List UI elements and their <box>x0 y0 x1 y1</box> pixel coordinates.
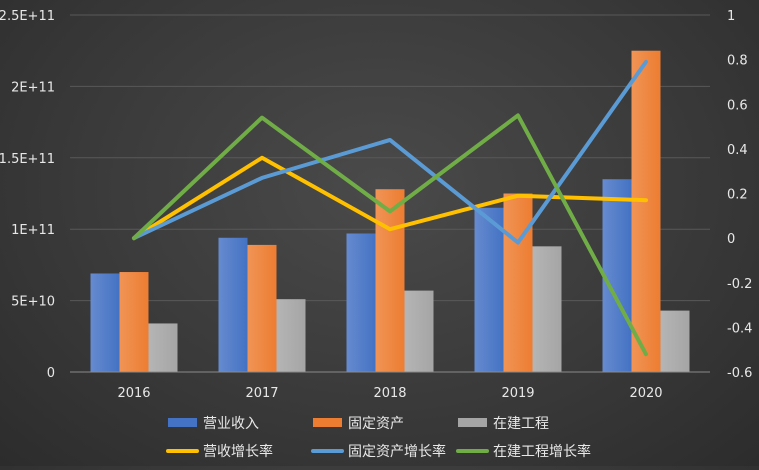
legend-swatch <box>168 418 197 427</box>
legend-swatch <box>313 418 342 427</box>
bar <box>247 244 277 372</box>
legend-label: 营收增长率 <box>203 443 273 460</box>
x-tick-label: 2017 <box>245 386 278 401</box>
legend-label: 在建工程增长率 <box>493 443 591 460</box>
lines <box>132 59 648 357</box>
bar <box>474 207 504 372</box>
bar <box>276 299 306 372</box>
y-left-tick-label: 1E+11 <box>11 223 55 238</box>
bar <box>660 310 690 372</box>
bar <box>148 323 178 372</box>
bar <box>404 290 434 372</box>
y-right-tick-label: -0.4 <box>727 321 752 336</box>
legend-label: 固定资产增长率 <box>348 443 446 460</box>
x-tick-label: 2019 <box>501 386 534 401</box>
series-line <box>132 59 648 245</box>
y-right-tick-label: 0.2 <box>727 188 748 203</box>
x-tick-label: 2018 <box>373 386 406 401</box>
y-left-tick-label: 0 <box>47 366 55 381</box>
y-right-tick-label: -0.2 <box>727 277 752 292</box>
y-right-tick-label: 0 <box>727 232 735 247</box>
y-right-tick-label: 1 <box>727 9 735 24</box>
legend-label: 固定资产 <box>348 416 404 432</box>
legend-swatch <box>458 418 487 427</box>
bar <box>346 233 376 372</box>
series-line <box>132 113 648 357</box>
bar <box>532 246 562 372</box>
y-left-tick-label: 2E+11 <box>11 80 55 95</box>
x-tick-label: 2016 <box>117 386 150 401</box>
bar <box>602 179 632 372</box>
bar <box>90 273 120 372</box>
bar <box>375 189 405 372</box>
y-right-tick-label: 0.4 <box>727 143 748 158</box>
axes: 0 5E+10 1E+11 1.5E+11 2E+11 2.5E+11 1 0.8 0.6 0.4… <box>0 9 752 401</box>
legend-label: 在建工程 <box>493 416 549 432</box>
bar <box>503 193 533 372</box>
bar <box>631 50 661 372</box>
y-left-tick-label: 2.5E+11 <box>0 9 55 24</box>
x-tick-label: 2020 <box>629 386 662 401</box>
y-right-tick-label: 0.8 <box>727 54 748 69</box>
y-right-tick-label: -0.6 <box>727 366 752 381</box>
bars <box>90 50 690 372</box>
bar <box>119 272 149 372</box>
y-right-tick-label: 0.6 <box>727 98 748 113</box>
bar <box>218 237 248 372</box>
y-left-tick-label: 5E+10 <box>11 295 55 310</box>
y-left-tick-label: 1.5E+11 <box>0 152 55 167</box>
legend-label: 营业收入 <box>203 416 259 432</box>
